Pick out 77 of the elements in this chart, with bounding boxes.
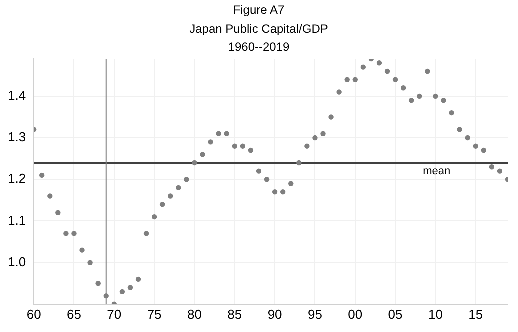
x-tick-label: 05 [388, 306, 403, 322]
point [128, 285, 134, 290]
point [48, 194, 53, 199]
point [328, 114, 334, 120]
point [344, 77, 350, 82]
point [168, 194, 174, 199]
point [360, 64, 366, 70]
point [192, 160, 198, 166]
y-tick-label: 1.0 [8, 254, 26, 270]
point [376, 60, 382, 66]
x-tick-label: 15 [468, 306, 484, 322]
point [304, 144, 310, 149]
point [272, 190, 278, 195]
point [144, 231, 150, 236]
point [449, 110, 454, 116]
point [176, 185, 182, 191]
point [392, 77, 398, 82]
point [120, 289, 126, 295]
x-tick-label: 65 [67, 306, 82, 322]
point [184, 177, 190, 182]
point [457, 127, 462, 132]
point [336, 90, 342, 95]
point [280, 190, 286, 195]
point [433, 94, 438, 100]
point [104, 293, 109, 299]
point [240, 144, 246, 149]
point [400, 86, 406, 91]
y-tick-label: 1.4 [8, 88, 26, 104]
x-tick-label: 60 [26, 306, 42, 322]
point [64, 231, 69, 236]
y-tick-label: 1.2 [8, 171, 26, 186]
point [473, 144, 478, 149]
point [312, 135, 318, 141]
x-tick-label: 90 [268, 306, 282, 322]
point [136, 276, 142, 282]
point [256, 168, 262, 174]
point [384, 68, 390, 74]
point [88, 260, 93, 266]
y-tick-label: 1.1 [8, 212, 26, 228]
point [72, 231, 77, 236]
point [160, 202, 166, 208]
point [152, 214, 158, 220]
point [441, 98, 446, 104]
x-tick-label: 75 [147, 306, 162, 322]
chart-title: Figure A7 [232, 3, 286, 17]
ref-line-label: mean [423, 166, 451, 178]
point [56, 210, 61, 216]
point [497, 168, 503, 174]
point [409, 98, 414, 104]
text: 1960--2019 [227, 40, 291, 54]
point [216, 131, 222, 136]
point [320, 131, 326, 136]
point [481, 148, 486, 154]
point [96, 281, 101, 286]
point [417, 94, 422, 100]
x-tick-label: 85 [228, 306, 242, 322]
y-tick-label: 1.3 [8, 130, 26, 145]
point [296, 160, 302, 166]
point [264, 177, 270, 182]
point [465, 135, 470, 141]
x-tick-label: 95 [308, 306, 322, 322]
point [232, 144, 238, 149]
x-tick-label: 70 [107, 306, 122, 322]
point [200, 152, 206, 158]
point [425, 68, 430, 74]
point [208, 140, 214, 145]
point [489, 164, 495, 170]
point [248, 148, 254, 154]
point [80, 248, 85, 253]
point [40, 172, 45, 178]
point [288, 181, 294, 186]
x-tick-label: 00 [348, 306, 363, 322]
point [224, 131, 230, 136]
point [352, 77, 358, 82]
x-tick-label: 10 [428, 306, 443, 322]
x-tick-label: 80 [187, 306, 202, 322]
chart-subtitle: Japan Public Capital/GDP [188, 22, 330, 36]
